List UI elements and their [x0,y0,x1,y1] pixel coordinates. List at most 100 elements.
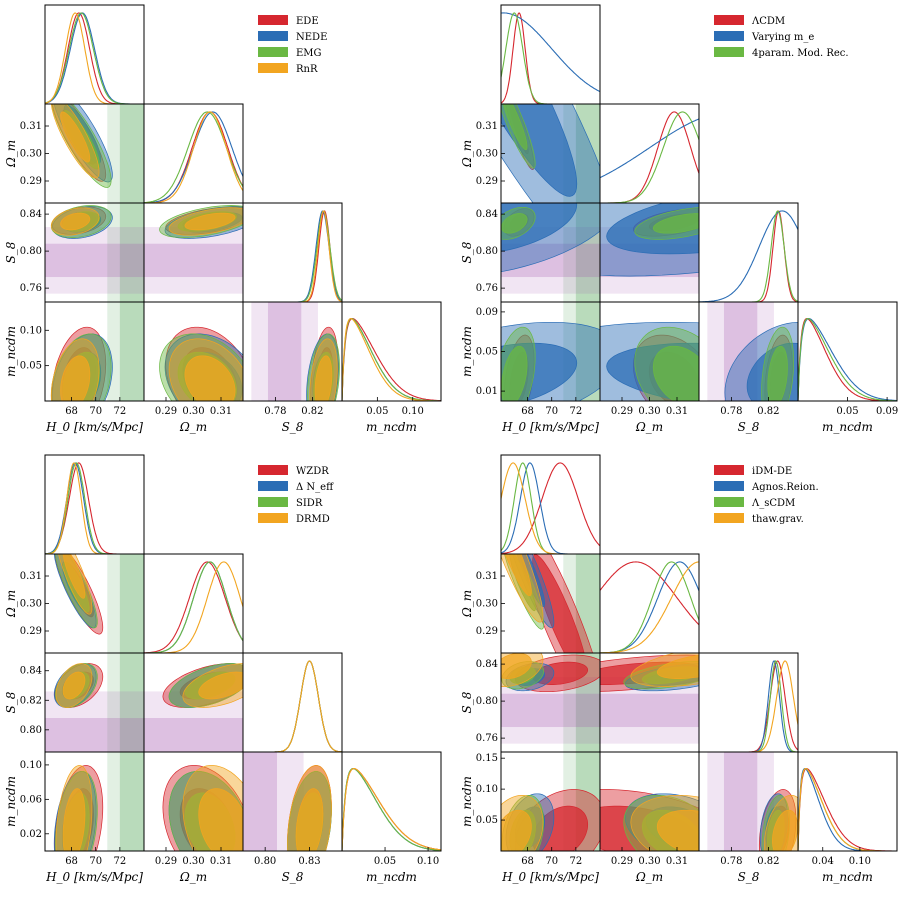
posterior-H0-4 [45,462,144,554]
panel-Omega_m-S8 [143,652,244,753]
legend-swatch [258,63,288,73]
posterior-m_ncdm-4 [342,318,441,401]
sh0es-band-2sigma [107,302,144,401]
sh0es-band-1sigma [119,554,144,653]
panel-frame [698,652,799,753]
s8-band-1sigma [243,752,277,851]
panel-H0-m_ncdm: 68 70 72 H_0 [km/s/Mpc] 0.01 0.05 0.09m_ncdm [460,301,601,434]
sh0es-band-2sigma [107,653,144,752]
x-tick-label: 0.05 [366,406,388,417]
contour-1sigma-4 [62,671,86,700]
panel-frame [599,103,700,204]
posterior-S8-3 [699,660,798,752]
y-axis-label: m_ncdm [4,776,18,827]
contour-1sigma-3 [652,345,699,401]
panel-S8-m_ncdm: 0.78 0.82 S_8 [698,301,799,434]
posterior-m_ncdm-4 [798,768,897,851]
posterior-H0-2 [45,462,144,554]
posterior-Omega_m-4 [144,111,243,203]
x-tick-label: 72 [113,856,126,867]
x-tick-label: 0.05 [836,406,858,417]
posterior-m_ncdm-2 [798,768,897,851]
x-tick-label: 0.80 [254,856,276,867]
x-axis-label: Ω_m [635,420,663,434]
legend-label: ΛCDM [751,16,785,27]
x-tick-label: 0.82 [301,406,323,417]
posterior-H0-1 [501,462,600,554]
posterior-m_ncdm-2 [342,768,441,851]
contour-1sigma-3 [502,104,528,151]
contour-1sigma-2 [501,104,578,197]
legend-label: EMG [296,48,322,59]
sh0es-band-1sigma [119,104,144,203]
posterior-m_ncdm-2 [798,318,897,401]
panel-H0-Omega_m: 0.29 0.30 0.31Ω_m [460,103,601,204]
sh0es-band-1sigma [119,653,144,752]
posterior-S8-1 [699,660,798,752]
contour-1sigma-4 [501,809,532,851]
legend-label: Agnos.Reion. [751,482,819,493]
y-tick-label: 0.80 [20,246,42,257]
panel-Omega_m-m_ncdm: 0.29 0.30 0.31Ω_m [143,751,244,884]
panel-H0-H0 [44,454,145,555]
posterior-Omega_m-2 [144,111,243,203]
legend-label: SIDR [296,498,323,509]
y-axis-label: Ω_m [460,140,474,168]
panel-S8-S8 [698,652,799,753]
posterior-H0-4 [45,12,144,104]
x-tick-label: 0.29 [611,406,633,417]
posterior-S8-1 [699,210,798,302]
contour-1sigma-4 [62,554,86,599]
x-axis-label: H_0 [km/s/Mpc] [45,420,143,434]
panel-Omega_m-Omega_m [143,553,244,654]
legend-swatch [714,465,744,475]
panel-frame [242,202,343,303]
posterior-S8-1 [243,210,342,302]
sh0es-band-2sigma [107,752,144,851]
sh0es-band-2sigma [107,104,144,203]
posterior-Omega_m-1 [600,561,699,626]
sh0es-band-1sigma [575,554,600,653]
x-tick-label: 0.31 [210,406,232,417]
x-tick-label: 0.31 [210,856,232,867]
contour-1sigma-4 [501,653,532,679]
x-tick-label: 68 [65,406,78,417]
corner-plot-2: 0.290.300.31Ω_m0.760.800.84S_868 70 72H_0 … [460,4,898,434]
panel-Omega_m-S8 [599,652,700,753]
legend-swatch [258,31,288,41]
panel-Omega_m-m_ncdm: 0.29 0.30 0.31Ω_m [143,301,244,434]
y-axis-label: Ω_m [460,590,474,618]
y-axis-label: m_ncdm [460,326,474,377]
posterior-H0-3 [501,12,600,104]
y-tick-label: 0.30 [476,599,498,610]
y-tick-label: 0.29 [476,626,498,637]
panel-frame [341,751,442,852]
x-axis-label: H_0 [km/s/Mpc] [501,870,599,884]
posterior-Omega_m-3 [144,111,243,203]
y-tick-label: 0.31 [476,571,498,582]
x-axis-label: H_0 [km/s/Mpc] [45,870,143,884]
y-tick-label: 0.84 [476,209,498,220]
panel-Omega_m-Omega_m [599,553,700,654]
legend-swatch [258,15,288,25]
panel-H0-H0 [500,454,601,555]
contour-1sigma-1 [532,554,585,653]
x-tick-label: 0.31 [666,406,688,417]
x-tick-label: 0.83 [298,856,320,867]
sh0es-band-1sigma [575,203,600,302]
legend-swatch [258,47,288,57]
contour-1sigma-4 [198,671,243,700]
posterior-Omega_m-1 [144,561,243,653]
s8-band-1sigma [267,302,302,401]
x-axis-label: S_8 [738,870,760,884]
y-tick-label: 0.29 [476,176,498,187]
legend-label: WZDR [296,466,329,477]
panel-H0-S8: 0.76 0.80 0.84 S_8 [4,202,145,303]
x-axis-label: m_ncdm [366,870,417,884]
y-axis-label: m_ncdm [460,776,474,827]
posterior-m_ncdm-1 [342,318,441,401]
legend-label: Varying m_e [751,32,814,43]
y-tick-label: 0.02 [20,829,42,840]
legend-swatch [258,481,288,491]
panel-H0-S8: 0.76 0.80 0.84 S_8 [460,652,601,753]
